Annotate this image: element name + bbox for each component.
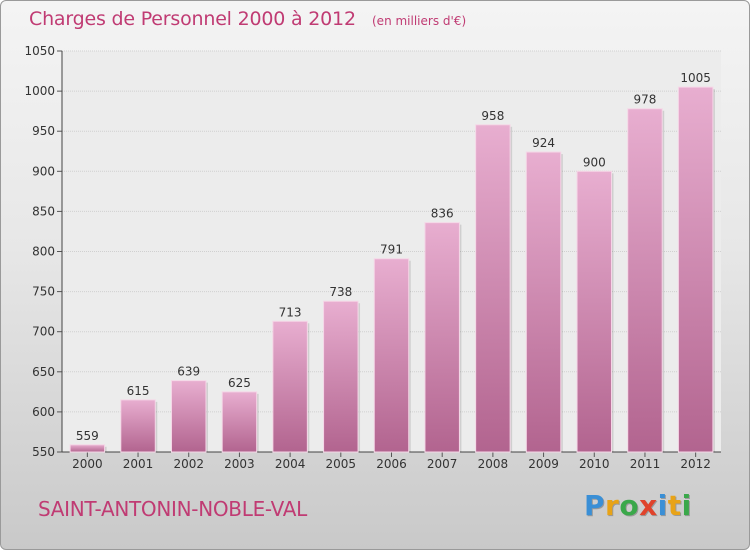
logo-letter: o xyxy=(619,489,640,522)
y-tick-label: 800 xyxy=(32,245,55,259)
bar xyxy=(627,108,663,453)
logo-letter: i xyxy=(681,489,692,522)
bar-value-label: 559 xyxy=(76,429,99,443)
x-tick-label: 2006 xyxy=(376,457,407,471)
bars xyxy=(69,86,715,453)
bar-value-label: 615 xyxy=(127,384,150,398)
bar xyxy=(170,380,207,453)
x-tick-label: 2008 xyxy=(478,457,509,471)
x-tick-label: 2002 xyxy=(173,457,204,471)
bar-value-label: 978 xyxy=(634,93,657,107)
bar-value-label: 738 xyxy=(329,285,352,299)
y-tick-label: 1050 xyxy=(24,44,55,58)
y-tick-label: 550 xyxy=(32,445,55,459)
bar-chart: 550 600 650 700 750 800 850 900 950 1000 1050 559 20… xyxy=(24,44,721,471)
bar xyxy=(272,320,308,453)
bar-value-label: 1005 xyxy=(680,71,711,85)
bar xyxy=(373,258,410,453)
x-tick-label: 2005 xyxy=(326,457,357,471)
y-tick-label: 750 xyxy=(32,285,55,299)
bar xyxy=(221,391,258,453)
chart-title: Charges de Personnel 2000 à 2012 xyxy=(29,8,356,30)
y-tick-label: 900 xyxy=(32,164,55,178)
y-tick-label: 950 xyxy=(32,124,55,138)
y-tick-label: 1000 xyxy=(24,84,55,98)
bar xyxy=(475,124,511,453)
x-tick-label: 2011 xyxy=(630,457,661,471)
bar xyxy=(576,170,613,453)
logo-letter: i xyxy=(657,489,668,522)
x-tick-label: 2012 xyxy=(680,457,711,471)
logo-letter: x xyxy=(639,489,658,522)
x-tick-label: 2010 xyxy=(579,457,610,471)
bar-value-label: 836 xyxy=(431,207,454,221)
x-tick-label: 2004 xyxy=(275,457,306,471)
bar xyxy=(424,222,460,453)
bar-value-label: 791 xyxy=(380,243,403,257)
bar xyxy=(323,300,359,453)
x-tick-label: 2009 xyxy=(528,457,559,471)
logo-letter: t xyxy=(667,489,682,522)
x-tick-label: 2001 xyxy=(123,457,154,471)
bar-value-label: 625 xyxy=(228,376,251,390)
logo-letter: r xyxy=(605,489,620,522)
bar-value-label: 639 xyxy=(177,365,200,379)
logo-letter: P xyxy=(584,489,606,522)
bar-value-label: 713 xyxy=(279,305,302,319)
unit-note: (en milliers d'€) xyxy=(372,14,467,28)
x-tick-label: 2003 xyxy=(224,457,255,471)
bar xyxy=(677,86,714,453)
y-tick-label: 700 xyxy=(32,325,55,339)
commune-name: SAINT-ANTONIN-NOBLE-VAL xyxy=(38,497,307,521)
bar xyxy=(120,399,156,453)
x-tick-label: 2000 xyxy=(72,457,103,471)
x-tick-label: 2007 xyxy=(427,457,458,471)
y-tick-label: 650 xyxy=(32,365,55,379)
bar xyxy=(69,444,106,453)
bar-value-label: 958 xyxy=(481,109,504,123)
bar-value-label: 900 xyxy=(583,155,606,169)
labels: 550 600 650 700 750 800 850 900 950 1000 1050 559 20… xyxy=(24,44,710,471)
proxiti-logo: Proxiti xyxy=(584,489,692,522)
bar-value-label: 924 xyxy=(532,136,555,150)
y-tick-label: 600 xyxy=(32,405,55,419)
bar xyxy=(525,151,562,453)
y-tick-label: 850 xyxy=(32,204,55,218)
